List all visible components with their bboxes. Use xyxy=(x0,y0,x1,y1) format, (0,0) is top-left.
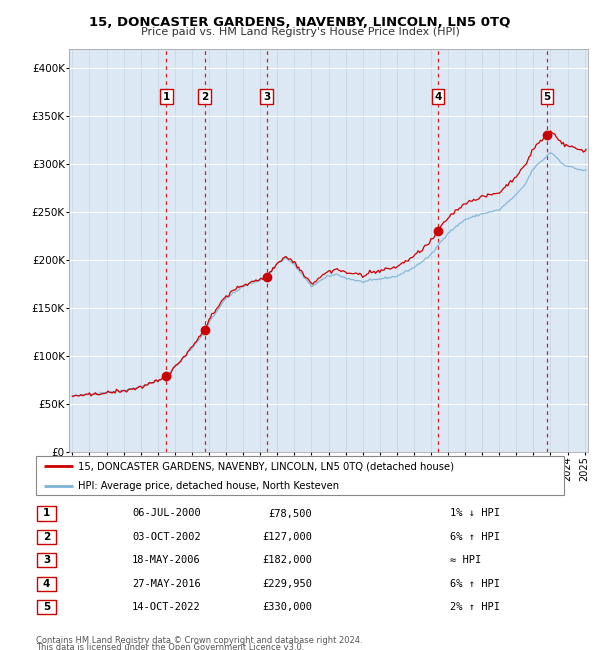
Text: 3: 3 xyxy=(263,92,271,102)
FancyBboxPatch shape xyxy=(37,506,56,521)
FancyBboxPatch shape xyxy=(36,456,564,495)
Text: £182,000: £182,000 xyxy=(262,555,312,566)
Text: This data is licensed under the Open Government Licence v3.0.: This data is licensed under the Open Gov… xyxy=(36,644,304,650)
Text: 4: 4 xyxy=(43,578,50,589)
Text: ≈ HPI: ≈ HPI xyxy=(450,555,481,566)
Text: 1% ↓ HPI: 1% ↓ HPI xyxy=(450,508,500,519)
Text: Contains HM Land Registry data © Crown copyright and database right 2024.: Contains HM Land Registry data © Crown c… xyxy=(36,636,362,645)
Text: 15, DONCASTER GARDENS, NAVENBY, LINCOLN, LN5 0TQ (detached house): 15, DONCASTER GARDENS, NAVENBY, LINCOLN,… xyxy=(78,461,454,471)
Text: Price paid vs. HM Land Registry's House Price Index (HPI): Price paid vs. HM Land Registry's House … xyxy=(140,27,460,37)
Text: 2: 2 xyxy=(201,92,208,102)
FancyBboxPatch shape xyxy=(37,553,56,567)
Text: 14-OCT-2022: 14-OCT-2022 xyxy=(132,602,201,612)
Text: 5: 5 xyxy=(543,92,550,102)
Text: £127,000: £127,000 xyxy=(262,532,312,542)
Text: £229,950: £229,950 xyxy=(262,578,312,589)
Text: 18-MAY-2006: 18-MAY-2006 xyxy=(132,555,201,566)
Text: 1: 1 xyxy=(163,92,170,102)
Text: HPI: Average price, detached house, North Kesteven: HPI: Average price, detached house, Nort… xyxy=(78,480,340,491)
Text: 03-OCT-2002: 03-OCT-2002 xyxy=(132,532,201,542)
Text: £330,000: £330,000 xyxy=(262,602,312,612)
FancyBboxPatch shape xyxy=(37,530,56,544)
Text: 15, DONCASTER GARDENS, NAVENBY, LINCOLN, LN5 0TQ: 15, DONCASTER GARDENS, NAVENBY, LINCOLN,… xyxy=(89,16,511,29)
Text: 2: 2 xyxy=(43,532,50,542)
Text: 4: 4 xyxy=(434,92,442,102)
Text: 3: 3 xyxy=(43,555,50,566)
Text: 5: 5 xyxy=(43,602,50,612)
Text: 1: 1 xyxy=(43,508,50,519)
FancyBboxPatch shape xyxy=(37,577,56,591)
Text: £78,500: £78,500 xyxy=(268,508,312,519)
Text: 6% ↑ HPI: 6% ↑ HPI xyxy=(450,578,500,589)
FancyBboxPatch shape xyxy=(37,600,56,614)
Text: 6% ↑ HPI: 6% ↑ HPI xyxy=(450,532,500,542)
Text: 2% ↑ HPI: 2% ↑ HPI xyxy=(450,602,500,612)
Text: 06-JUL-2000: 06-JUL-2000 xyxy=(132,508,201,519)
Text: 27-MAY-2016: 27-MAY-2016 xyxy=(132,578,201,589)
